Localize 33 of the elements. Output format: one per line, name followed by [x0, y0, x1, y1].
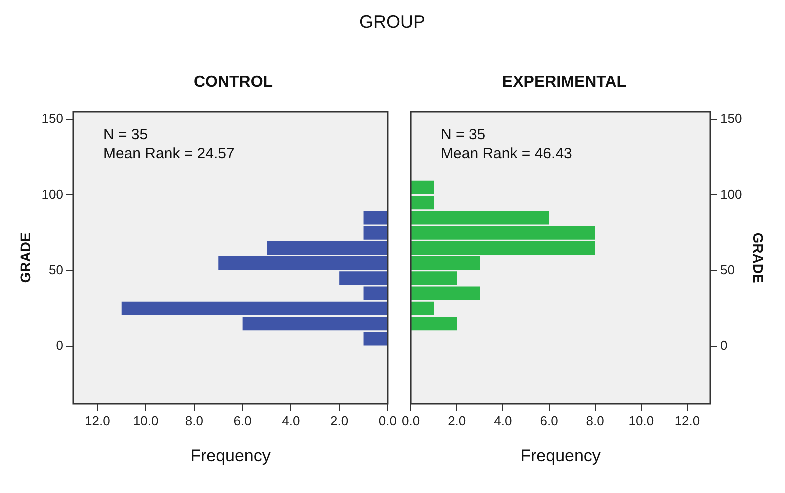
- y-tick-label: 150: [720, 111, 742, 126]
- x-tick-label: 6.0: [234, 413, 252, 428]
- chart-subtitle: CONTROL: [192, 74, 274, 92]
- annotation: N = 35: [441, 126, 486, 144]
- y-axis-title: GRADE: [750, 232, 767, 284]
- y-tick-label: 0: [56, 338, 64, 354]
- y-tick-label: 0: [720, 338, 728, 354]
- annotation: Mean Rank = 46.43: [441, 146, 572, 163]
- x-tick-label: 2.0: [448, 413, 466, 428]
- annotation: Mean Rank = 24.57: [103, 146, 235, 163]
- x-tick-label: 10.0: [628, 413, 654, 428]
- chart-subtitle: EXPERIMENTAL: [501, 74, 628, 92]
- chart-title: GROUP: [358, 12, 426, 33]
- x-tick-label: 0.0: [402, 413, 420, 428]
- x-axis-title: Frequency: [520, 446, 602, 466]
- y-tick-label: 150: [42, 111, 64, 126]
- y-axis-title: GRADE: [17, 232, 34, 284]
- x-tick-label: 8.0: [586, 413, 604, 428]
- y-tick-label: 100: [720, 186, 742, 202]
- y-tick-label: 50: [720, 262, 735, 278]
- x-tick-label: 10.0: [133, 413, 159, 428]
- x-tick-label: 2.0: [330, 413, 349, 428]
- x-tick-label: 6.0: [540, 413, 558, 428]
- x-axis-title: Frequency: [190, 446, 272, 466]
- annotation: N = 35: [103, 126, 148, 144]
- y-tick-label: 50: [49, 262, 64, 278]
- x-tick-label: 0.0: [378, 413, 398, 428]
- x-tick-label: 8.0: [185, 413, 204, 428]
- y-tick-label: 100: [42, 186, 64, 202]
- x-tick-label: 4.0: [282, 413, 300, 428]
- x-tick-label: 12.0: [674, 413, 700, 428]
- x-tick-label: 12.0: [85, 413, 110, 428]
- x-tick-label: 4.0: [494, 413, 512, 428]
